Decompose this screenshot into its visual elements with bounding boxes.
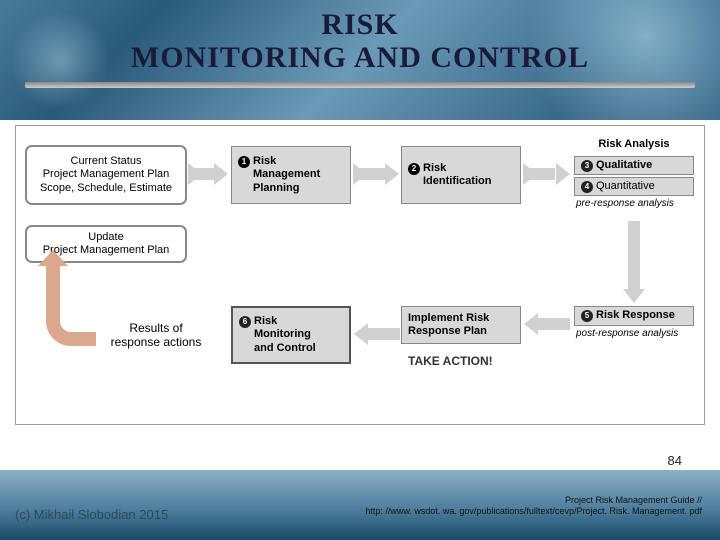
ident-l1: Risk [423, 162, 446, 174]
page-title: RISK MONITORING AND CONTROL [0, 8, 720, 74]
take-action-label: TAKE ACTION! [408, 354, 493, 368]
results-l1: Results of [102, 321, 210, 335]
step-number-4: 4 [581, 181, 593, 193]
ident-l2: Identification [423, 175, 491, 187]
page-number: 84 [668, 453, 682, 468]
results-l2: response actions [102, 335, 210, 349]
planning-l1: Risk [253, 155, 276, 167]
box-risk-response: 5 Risk Response [574, 306, 694, 326]
arrow-response-to-implement-head [524, 313, 538, 335]
box-current-status: Current Status Project Management Plan S… [26, 146, 186, 204]
update-l1: Update [33, 231, 179, 244]
implement-l1: Implement Risk [408, 312, 514, 325]
box-risk-monitoring: 6 Risk Monitoring and Control [231, 306, 351, 364]
step-number-3: 3 [581, 160, 593, 172]
box-risk-planning: 1 Risk Management Planning [231, 146, 351, 204]
arrow-analysis-to-response-body [628, 221, 640, 289]
quant-label: Quantitative [596, 180, 655, 193]
arrow-results-to-update [46, 266, 96, 346]
title-underline [25, 82, 695, 88]
arrow-response-to-implement-body [538, 318, 570, 330]
planning-l3: Planning [253, 182, 299, 194]
box-quantitative: 4 Quantitative [574, 177, 694, 196]
inputs-l2: Project Management Plan [33, 168, 179, 181]
step-number-1: 1 [238, 156, 250, 168]
inputs-l1: Current Status [33, 155, 179, 168]
implement-l2: Response Plan [408, 325, 514, 338]
response-label: Risk Response [596, 309, 675, 322]
box-implement-plan: Implement Risk Response Plan [401, 306, 521, 344]
arrow-implement-to-monitor-body [368, 328, 400, 340]
footer-copyright: (c) Mikhail Slobodian 2015 [15, 507, 168, 522]
arrow-implement-to-monitor-head [354, 323, 368, 345]
footer-citation: Project Risk Management Guide // http: /… [365, 495, 702, 518]
arrow-head-2 [385, 163, 399, 185]
qual-label: Qualitative [596, 159, 652, 172]
monitor-l3: and Control [254, 342, 316, 354]
box-results: Results of response actions [96, 316, 216, 354]
arrow-analysis-to-response-head [623, 289, 645, 303]
box-qualitative: 3 Qualitative [574, 156, 694, 175]
title-line-2: MONITORING AND CONTROL [131, 41, 589, 74]
title-line-1: RISK [321, 8, 398, 41]
citation-l2: http: //www. wsdot. wa. gov/publications… [365, 506, 702, 518]
planning-l2: Management [253, 168, 320, 180]
step-number-6: 6 [239, 316, 251, 328]
monitor-l2: Monitoring [254, 328, 311, 340]
arrow-head-1 [214, 163, 228, 185]
arrow-head-3 [556, 163, 570, 185]
step-number-2: 2 [408, 163, 420, 175]
monitor-l1: Risk [254, 315, 277, 327]
box-risk-analysis-header: Risk Analysis [574, 136, 694, 154]
citation-l1: Project Risk Management Guide // [365, 495, 702, 507]
pre-response-label: pre-response analysis [576, 198, 696, 209]
step-number-5: 5 [581, 310, 593, 322]
post-response-label: post-response analysis [576, 328, 696, 339]
box-risk-identification: 2 Risk Identification [401, 146, 521, 204]
inputs-l3: Scope, Schedule, Estimate [33, 182, 179, 195]
process-diagram: Current Status Project Management Plan S… [15, 125, 705, 425]
